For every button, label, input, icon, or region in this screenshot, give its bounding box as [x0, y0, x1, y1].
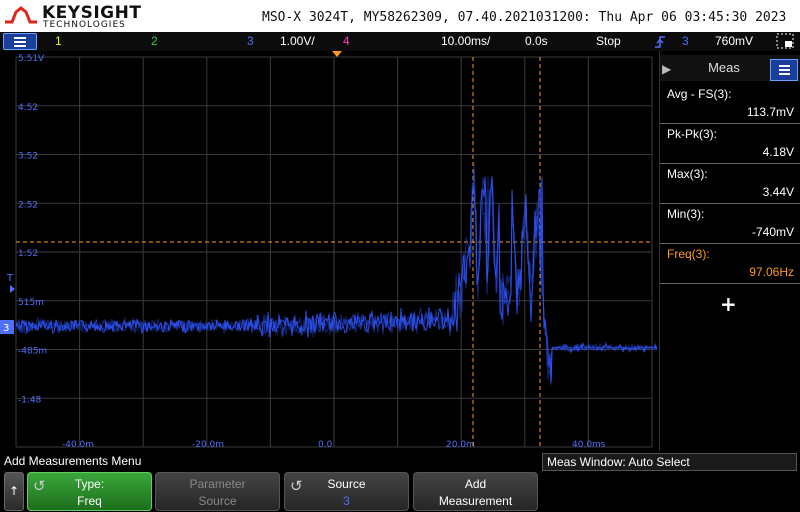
measurement-label: Pk-Pk(3):	[667, 127, 718, 141]
time-delay[interactable]: 0.0s	[525, 34, 548, 48]
channel-2-label[interactable]: 2	[151, 34, 158, 48]
source-softkey[interactable]: ↺ Source 3	[284, 472, 409, 511]
add-measurement-icon[interactable]: +	[720, 292, 737, 316]
measurement-value: -740mV	[751, 225, 794, 239]
channel-1-label[interactable]: 1	[55, 34, 62, 48]
x-axis-label: 20.0m	[446, 440, 475, 450]
collapse-arrow-icon[interactable]: ▶	[662, 62, 672, 76]
softkey-bar: Add Measurements Menu Meas Window: Auto …	[0, 451, 800, 512]
brand-sub: TECHNOLOGIES	[43, 20, 126, 30]
param-value: Source	[198, 494, 237, 508]
type-label: Type:	[74, 477, 105, 491]
measurement-item[interactable]: Pk-Pk(3): 4.18V	[660, 124, 800, 164]
main-menu-icon[interactable]	[3, 33, 37, 50]
type-softkey[interactable]: ↺ Type: Freq	[27, 472, 152, 511]
measurement-label: Max(3):	[667, 167, 708, 181]
source-value: 3	[343, 494, 350, 508]
y-axis-label: 2.52	[18, 200, 38, 210]
knob-icon: ↺	[33, 478, 46, 495]
x-axis-label: -40.0m	[62, 440, 94, 450]
measurement-item[interactable]: Min(3): -740mV	[660, 204, 800, 244]
trigger-level-marker: T	[6, 273, 14, 284]
x-axis-label: -20.0m	[192, 440, 224, 450]
measurement-label: Freq(3):	[667, 247, 710, 261]
header-bar: KEYSIGHT TECHNOLOGIES MSO-X 3024T, MY582…	[0, 0, 800, 32]
meas-window-select[interactable]: Meas Window: Auto Select	[542, 453, 797, 471]
channel-3-waveform	[15, 176, 657, 383]
measurement-panel: ▶ Meas Avg - FS(3): 113.7mV Pk-Pk(3): 4.18V…	[659, 51, 800, 451]
channel-3-waveform	[15, 162, 657, 381]
measurement-item[interactable]: Max(3): 3.44V	[660, 164, 800, 204]
channel-4-label[interactable]: 4	[343, 34, 350, 48]
back-button[interactable]: ↑	[4, 472, 24, 511]
y-axis-label: 1.52	[18, 249, 38, 259]
trigger-source[interactable]: 3	[682, 34, 689, 48]
y-axis-label: -1.48	[18, 395, 42, 405]
channel-3-scale: 1.00V/	[280, 34, 315, 48]
rising-edge-icon	[655, 36, 665, 48]
x-axis-label: 40.0ms	[572, 440, 606, 450]
trigger-level[interactable]: 760mV	[715, 34, 754, 48]
knob-icon: ↺	[290, 478, 303, 495]
ground-marker-label: 3	[3, 323, 9, 334]
add-measurement-softkey[interactable]: Add Measurement	[413, 472, 538, 511]
measurement-value: 4.18V	[762, 145, 794, 159]
channel-3-label[interactable]: 3	[247, 34, 254, 48]
y-axis-label: 4.52	[18, 103, 38, 113]
y-axis-label: -485m	[18, 347, 47, 357]
x-axis-label: 0.0	[318, 440, 333, 450]
type-value: Freq	[77, 494, 102, 508]
measurement-item[interactable]: Avg - FS(3): 113.7mV	[660, 84, 800, 124]
panel-title[interactable]: Meas	[708, 60, 740, 75]
panel-menu-icon[interactable]	[770, 59, 798, 81]
measurement-label: Avg - FS(3):	[667, 87, 732, 101]
channel-3-waveform	[15, 170, 657, 385]
y-axis-label: 3.52	[18, 152, 38, 162]
add-label-2: Measurement	[438, 494, 513, 508]
measurement-label: Min(3):	[667, 207, 705, 221]
y-axis-label: 515m	[18, 298, 44, 308]
keysight-logo: KEYSIGHT TECHNOLOGIES	[4, 2, 141, 30]
add-label: Add	[464, 477, 487, 491]
measurement-item[interactable]: Freq(3): 97.06Hz	[660, 244, 800, 284]
ground-marker[interactable]	[0, 320, 14, 334]
brand-name: KEYSIGHT	[42, 3, 142, 23]
parameter-source-softkey[interactable]: Parameter Source	[155, 472, 280, 511]
screen-capture-icon[interactable]	[776, 33, 794, 49]
y-axis-label: 5.51V	[18, 54, 45, 64]
measurement-value: 3.44V	[762, 185, 794, 199]
param-label: Parameter	[189, 477, 246, 491]
panel-header: ▶ Meas	[660, 55, 800, 81]
keysight-wave-icon	[5, 6, 37, 24]
source-label: Source	[327, 477, 366, 491]
channel-status-bar: 1 2 3 1.00V/ 4 10.00ms/ 0.0s Stop 3 760m…	[0, 32, 800, 51]
measurement-value: 113.7mV	[746, 105, 794, 119]
trigger-position-marker	[332, 51, 342, 57]
graticule: 5.51V 4.52 3.52 2.52 1.52 515m -485m -1.48 -40.0…	[0, 51, 657, 450]
menu-title: Add Measurements Menu	[4, 454, 142, 468]
measurement-value: 97.06Hz	[749, 265, 794, 279]
run-state: Stop	[596, 34, 621, 48]
device-info: MSO-X 3024T, MY58262309, 07.40.202103120…	[262, 10, 787, 25]
trigger-arrow	[10, 285, 15, 293]
waveform-display[interactable]: 5.51V 4.52 3.52 2.52 1.52 515m -485m -1.48 -40.0…	[0, 51, 657, 451]
timebase[interactable]: 10.00ms/	[441, 34, 491, 48]
